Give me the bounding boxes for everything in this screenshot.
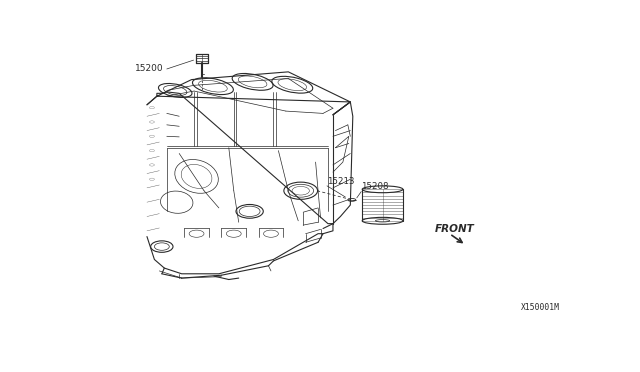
Text: 15208: 15208 — [361, 182, 388, 191]
Text: 15213: 15213 — [327, 177, 355, 186]
Ellipse shape — [362, 217, 403, 224]
Text: FRONT: FRONT — [435, 224, 474, 234]
Text: X150001M: X150001M — [521, 304, 560, 312]
Text: 15200: 15200 — [134, 64, 163, 73]
